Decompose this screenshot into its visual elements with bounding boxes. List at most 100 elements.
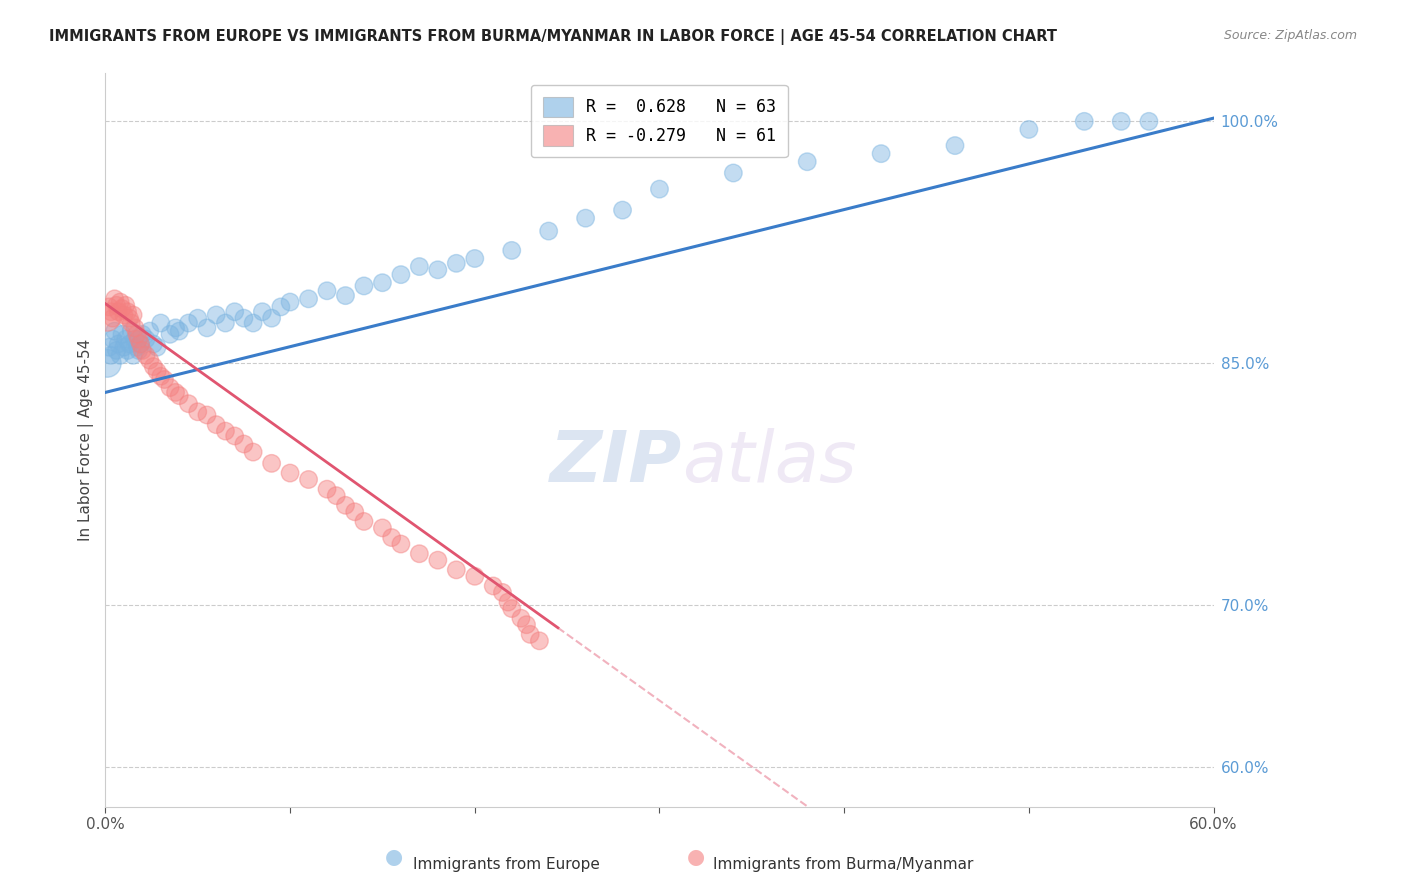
- Point: [426, 262, 449, 277]
- Point: [519, 627, 541, 641]
- Point: [446, 256, 468, 270]
- Point: [105, 298, 128, 312]
- Point: [122, 308, 145, 322]
- Point: [187, 405, 209, 419]
- Point: [100, 348, 122, 362]
- Point: [149, 316, 172, 330]
- Point: [510, 611, 533, 625]
- Point: [149, 369, 172, 384]
- Point: [205, 417, 228, 432]
- Point: [353, 515, 375, 529]
- Point: [252, 304, 274, 318]
- Point: [515, 617, 537, 632]
- Point: [574, 211, 596, 226]
- Point: [138, 324, 160, 338]
- Point: [100, 304, 122, 318]
- Point: [107, 337, 129, 351]
- Point: [128, 343, 150, 358]
- Point: [138, 353, 160, 368]
- Point: [165, 385, 187, 400]
- Point: [870, 146, 893, 161]
- Point: [105, 343, 128, 358]
- Point: [112, 308, 135, 322]
- Point: [177, 397, 200, 411]
- Text: Immigrants from Burma/Myanmar: Immigrants from Burma/Myanmar: [713, 857, 974, 872]
- Point: [224, 304, 246, 318]
- Point: [371, 276, 394, 290]
- Point: [108, 295, 131, 310]
- Point: [177, 316, 200, 330]
- Point: [98, 300, 121, 314]
- Point: [142, 337, 165, 351]
- Point: [1073, 114, 1095, 128]
- Point: [325, 489, 347, 503]
- Point: [270, 300, 292, 314]
- Point: [214, 316, 236, 330]
- Point: [426, 553, 449, 567]
- Point: [111, 327, 134, 342]
- Point: [101, 311, 124, 326]
- Point: [260, 311, 283, 326]
- Point: [98, 340, 121, 354]
- Point: [96, 311, 118, 326]
- Point: [943, 138, 966, 153]
- Point: [122, 348, 145, 362]
- Point: [316, 482, 339, 496]
- Y-axis label: In Labor Force | Age 45-54: In Labor Force | Age 45-54: [79, 339, 94, 541]
- Text: ●: ●: [688, 847, 704, 867]
- Text: IMMIGRANTS FROM EUROPE VS IMMIGRANTS FROM BURMA/MYANMAR IN LABOR FORCE | AGE 45-: IMMIGRANTS FROM EUROPE VS IMMIGRANTS FRO…: [49, 29, 1057, 45]
- Point: [278, 466, 301, 480]
- Point: [195, 408, 218, 422]
- Point: [125, 327, 148, 342]
- Point: [353, 279, 375, 293]
- Point: [491, 585, 513, 599]
- Point: [131, 327, 153, 342]
- Point: [129, 337, 152, 351]
- Point: [131, 343, 153, 358]
- Text: ZIP: ZIP: [550, 427, 682, 497]
- Point: [343, 505, 366, 519]
- Text: atlas: atlas: [682, 427, 856, 497]
- Point: [297, 473, 319, 487]
- Point: [1109, 114, 1132, 128]
- Point: [464, 252, 486, 266]
- Point: [135, 348, 157, 362]
- Point: [529, 633, 551, 648]
- Point: [114, 332, 136, 346]
- Point: [232, 437, 254, 451]
- Point: [128, 332, 150, 346]
- Point: [120, 316, 142, 330]
- Point: [501, 244, 523, 258]
- Point: [96, 356, 118, 370]
- Point: [146, 364, 169, 378]
- Point: [104, 324, 127, 338]
- Point: [723, 166, 745, 180]
- Point: [335, 288, 357, 302]
- Point: [125, 340, 148, 354]
- Point: [371, 521, 394, 535]
- Point: [111, 301, 134, 316]
- Point: [153, 372, 176, 386]
- Point: [135, 332, 157, 346]
- Point: [1137, 114, 1160, 128]
- Point: [118, 337, 141, 351]
- Point: [124, 332, 146, 346]
- Point: [118, 311, 141, 326]
- Point: [117, 304, 139, 318]
- Point: [104, 292, 127, 306]
- Point: [107, 304, 129, 318]
- Legend: R =  0.628   N = 63, R = -0.279   N = 61: R = 0.628 N = 63, R = -0.279 N = 61: [531, 85, 787, 157]
- Point: [316, 284, 339, 298]
- Point: [142, 359, 165, 374]
- Point: [117, 343, 139, 358]
- Point: [446, 563, 468, 577]
- Point: [381, 531, 404, 545]
- Point: [167, 324, 190, 338]
- Point: [114, 298, 136, 312]
- Point: [501, 601, 523, 615]
- Point: [335, 498, 357, 512]
- Point: [159, 327, 181, 342]
- Point: [464, 569, 486, 583]
- Point: [120, 324, 142, 338]
- Point: [648, 182, 671, 196]
